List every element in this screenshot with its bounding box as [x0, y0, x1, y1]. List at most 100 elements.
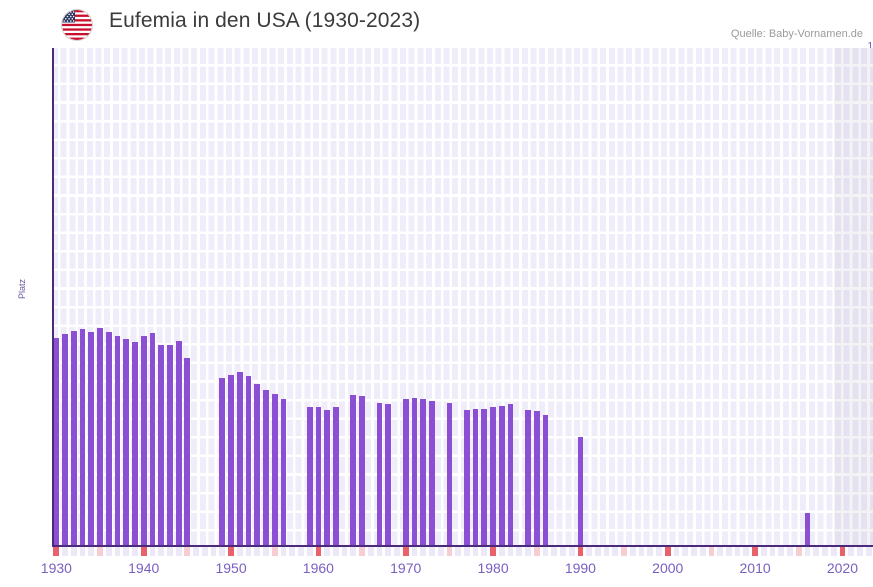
bar-1938[interactable]: [123, 339, 130, 545]
x-tick-faint-1959: [306, 547, 313, 556]
x-axis-labels: 1930 1940 1950 1960 1970 1980 1990 2000 2010 2020: [0, 560, 873, 586]
x-tick-major-1980: [490, 547, 496, 556]
bar-1975[interactable]: [446, 403, 453, 545]
bar-1982[interactable]: [507, 403, 514, 545]
bar-1941[interactable]: [149, 332, 156, 545]
bar-1942[interactable]: [158, 345, 165, 545]
bar-series: [52, 48, 873, 545]
bar-1981[interactable]: [498, 405, 505, 545]
x-tick-faint-2012: [769, 547, 776, 556]
x-tick-faint-2002: [682, 547, 689, 556]
x-tick-faint-1948: [210, 547, 217, 556]
bar-1955[interactable]: [271, 394, 278, 545]
bar-1951[interactable]: [236, 371, 243, 545]
x-tick-faint-1978: [472, 547, 479, 556]
bar-1972[interactable]: [420, 398, 427, 545]
bar-1952[interactable]: [245, 376, 252, 545]
x-tick-faint-1951: [236, 547, 243, 556]
bar-1986[interactable]: [542, 414, 549, 545]
bar-1931[interactable]: [62, 334, 68, 545]
x-tick-faint-1962: [332, 547, 339, 556]
x-tick-faint-1986: [542, 547, 549, 556]
x-tick-faint-1949: [219, 547, 226, 556]
bar-1980[interactable]: [490, 407, 496, 545]
bar-1945[interactable]: [184, 358, 191, 545]
x-tick-faint-1961: [324, 547, 330, 556]
bar-1933[interactable]: [79, 328, 86, 545]
x-tick-faint-1931: [62, 547, 68, 556]
x-tick-faint-2006: [717, 547, 724, 556]
x-tick-faint-1994: [612, 547, 619, 556]
bar-1943[interactable]: [167, 345, 173, 545]
bar-1968[interactable]: [385, 404, 392, 545]
x-tick-faint-1936: [105, 547, 112, 556]
x-tick-faint-1952: [245, 547, 252, 556]
bar-1934[interactable]: [88, 331, 95, 545]
bar-1954[interactable]: [263, 389, 269, 545]
x-tick-faint-1972: [420, 547, 427, 556]
bar-1964[interactable]: [350, 394, 357, 545]
plot-area: [52, 48, 873, 545]
bar-1985[interactable]: [533, 411, 540, 545]
x-tick-faint-1999: [656, 547, 662, 556]
x-tick-minor-2005: [708, 547, 715, 556]
x-axis-label-1930: 1930: [40, 560, 72, 576]
x-axis-line: [52, 545, 873, 547]
bar-2016[interactable]: [804, 513, 811, 545]
x-axis-label-2000: 2000: [652, 560, 684, 576]
bar-1961[interactable]: [324, 410, 330, 545]
bar-1973[interactable]: [429, 400, 435, 545]
x-tick-faint-1937: [114, 547, 121, 556]
x-tick-faint-2016: [804, 547, 811, 556]
x-tick-faint-2003: [691, 547, 697, 556]
x-tick-faint-1957: [289, 547, 296, 556]
bar-1944[interactable]: [175, 341, 182, 545]
x-tick-faint-1993: [603, 547, 610, 556]
bar-1939[interactable]: [132, 342, 138, 545]
bar-1949[interactable]: [219, 378, 226, 545]
bar-1950[interactable]: [228, 374, 234, 545]
y-axis-line: [52, 48, 54, 545]
bar-1965[interactable]: [359, 396, 365, 545]
bar-1962[interactable]: [332, 407, 339, 545]
bar-1937[interactable]: [114, 336, 121, 545]
x-tick-faint-1987: [551, 547, 558, 556]
x-tick-faint-1938: [123, 547, 130, 556]
x-tick-faint-1954: [263, 547, 269, 556]
x-tick-faint-1947: [201, 547, 208, 556]
x-tick-faint-2022: [857, 547, 863, 556]
bar-1970[interactable]: [402, 399, 409, 545]
x-tick-minor-1985: [533, 547, 540, 556]
bar-1990[interactable]: [577, 436, 584, 545]
x-tick-faint-1971: [411, 547, 418, 556]
x-tick-faint-1981: [498, 547, 505, 556]
bar-1936[interactable]: [105, 332, 112, 545]
bar-1967[interactable]: [376, 402, 383, 545]
x-axis-label-1990: 1990: [564, 560, 596, 576]
bar-1930[interactable]: [53, 338, 60, 545]
x-tick-major-1960: [315, 547, 322, 556]
bar-1935[interactable]: [97, 327, 103, 545]
page-title: Eufemia in den USA (1930-2023): [109, 9, 421, 32]
bar-1932[interactable]: [70, 330, 77, 545]
bar-1940[interactable]: [140, 336, 147, 545]
bar-1971[interactable]: [411, 397, 418, 545]
bar-1979[interactable]: [481, 408, 488, 545]
bar-1953[interactable]: [254, 384, 261, 545]
x-tick-faint-1946: [193, 547, 199, 556]
x-tick-faint-1968: [385, 547, 392, 556]
x-tick-faint-2017: [813, 547, 820, 556]
x-tick-faint-1974: [437, 547, 444, 556]
bar-1956[interactable]: [280, 399, 287, 545]
bar-1977[interactable]: [463, 410, 470, 545]
x-tick-minor-1935: [97, 547, 103, 556]
bar-1959[interactable]: [306, 406, 313, 545]
x-tick-faint-1941: [149, 547, 156, 556]
bar-1978[interactable]: [472, 408, 479, 545]
x-tick-major-1950: [228, 547, 234, 556]
bar-1984[interactable]: [525, 409, 531, 545]
x-tick-faint-2011: [760, 547, 767, 556]
x-tick-faint-1997: [638, 547, 645, 556]
bar-1960[interactable]: [315, 406, 322, 545]
